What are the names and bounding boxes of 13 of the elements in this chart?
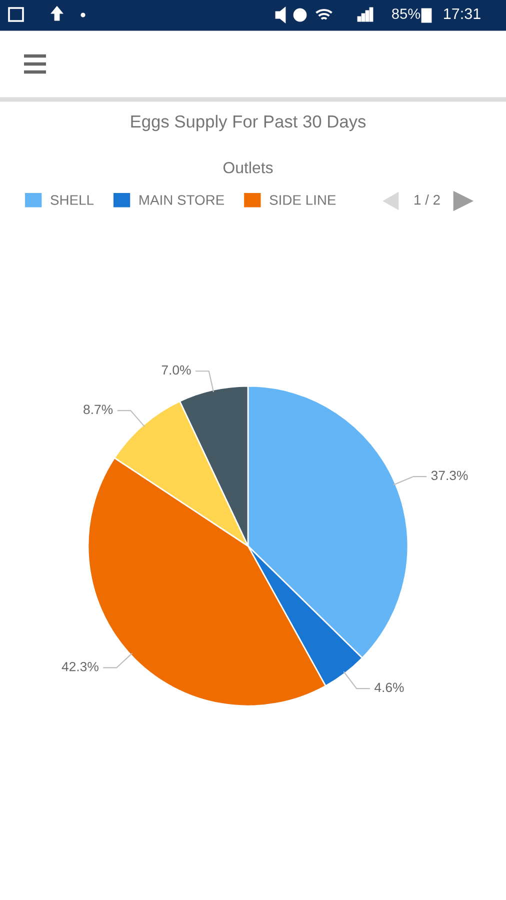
data-label: 8.7% — [84, 404, 113, 414]
data-label: 7.0% — [162, 365, 191, 375]
text: 85% — [392, 8, 420, 19]
data-label: 42.3% — [62, 662, 98, 672]
text: 1 / 2 — [414, 194, 440, 205]
legend-title: Outlets — [223, 162, 273, 174]
chart-title: Eggs Supply For Past 30 Days — [131, 114, 366, 132]
data-label: 37.3% — [431, 470, 468, 480]
legend-label: SIDE LINE — [270, 195, 336, 205]
text: 17:31 — [444, 8, 480, 20]
legend-label: SHELL — [50, 195, 94, 205]
legend-label: MAIN STORE — [140, 195, 224, 205]
data-label: 4.6% — [374, 682, 404, 692]
